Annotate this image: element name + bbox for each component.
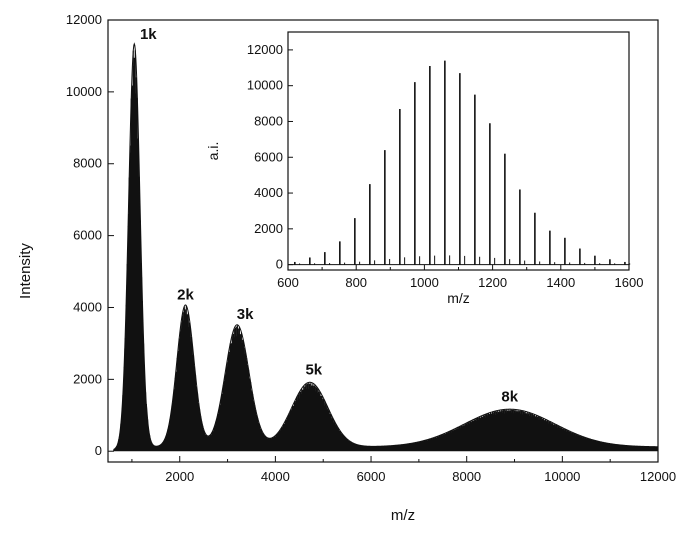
inset-y-tick-label: 2000	[254, 221, 283, 236]
inset-x-axis-title: m/z	[447, 290, 470, 306]
x-tick-label: 12000	[640, 469, 676, 484]
x-tick-label: 8000	[452, 469, 481, 484]
x-tick-label: 10000	[544, 469, 580, 484]
inset-x-tick-label: 1400	[546, 275, 575, 290]
y-axis-title: Intensity	[17, 243, 34, 299]
x-tick-label: 4000	[261, 469, 290, 484]
inset-y-tick-label: 12000	[247, 42, 283, 57]
inset-y-tick-label: 6000	[254, 149, 283, 164]
x-axis-title: m/z	[391, 507, 415, 524]
spectrum-trace	[113, 50, 659, 452]
y-tick-label: 6000	[73, 228, 102, 243]
inset-y-tick-label: 10000	[247, 78, 283, 93]
inset-x-tick-label: 600	[277, 275, 299, 290]
inset-y-tick-label: 4000	[254, 185, 283, 200]
y-tick-label: 12000	[66, 12, 102, 27]
inset-y-tick-label: 0	[276, 257, 283, 272]
inset-y-tick-label: 8000	[254, 113, 283, 128]
y-tick-label: 0	[95, 443, 102, 458]
inset-x-tick-label: 800	[345, 275, 367, 290]
spectrum-envelope	[113, 42, 658, 450]
inset-plot-frame	[287, 31, 630, 271]
y-tick-label: 10000	[66, 84, 102, 99]
inset-y-axis-title: a.i.	[205, 142, 221, 161]
inset-x-tick-label: 1200	[478, 275, 507, 290]
inset-x-tick-label: 1600	[615, 275, 644, 290]
y-tick-label: 2000	[73, 371, 102, 386]
peak-label-8k: 8k	[501, 388, 518, 405]
peak-label-3k: 3k	[237, 306, 254, 323]
x-tick-label: 6000	[357, 469, 386, 484]
inset-plot: 0 2000 4000 6000 8000 10000 12000 600 800 1000 120…	[205, 31, 644, 306]
main-plot-frame	[107, 19, 659, 463]
y-tick-label: 4000	[73, 299, 102, 314]
y-tick-label: 8000	[73, 156, 102, 171]
x-tick-label: 2000	[165, 469, 194, 484]
inset-x-tick-label: 1000	[410, 275, 439, 290]
peak-label-1k: 1k	[140, 26, 157, 43]
peak-label-5k: 5k	[305, 362, 322, 379]
peak-label-2k: 2k	[177, 286, 194, 303]
